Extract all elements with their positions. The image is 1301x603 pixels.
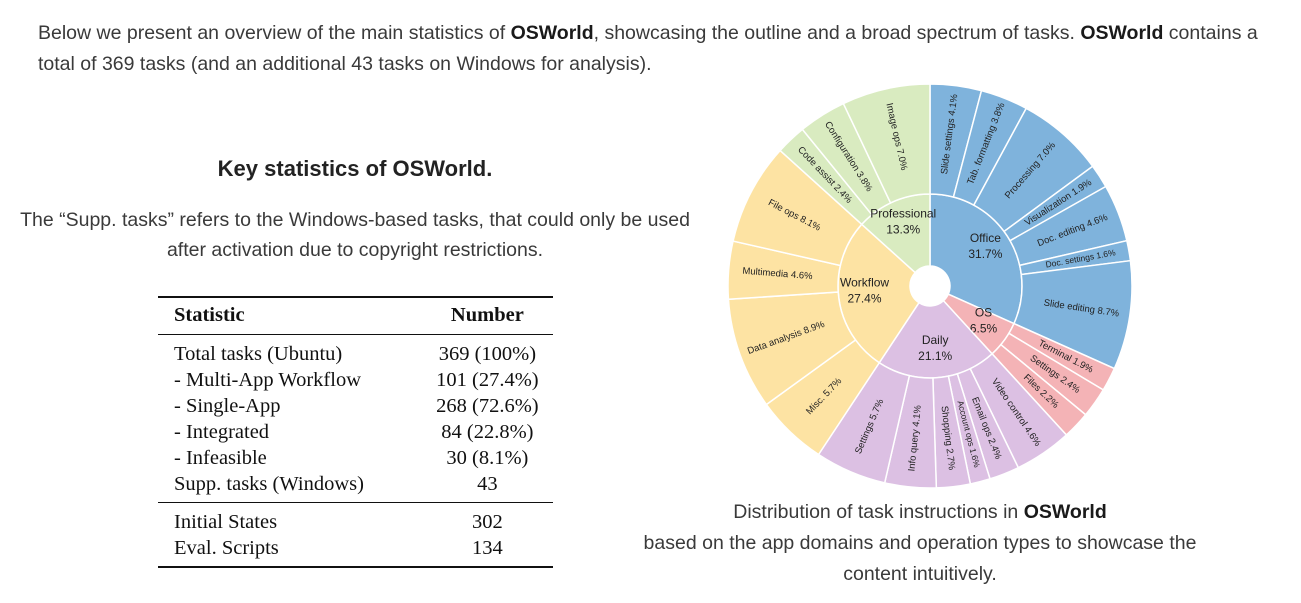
sunburst-group-name: Workflow (840, 275, 889, 289)
table-row: - Single-App 268 (72.6%) (158, 393, 553, 419)
stat-label: Supp. tasks (Windows) (174, 473, 364, 495)
sunburst-group-percent: 21.1% (918, 349, 952, 363)
stat-label: - Integrated (174, 421, 270, 443)
sunburst-group-percent: 27.4% (848, 291, 882, 305)
intro-text: , showcasing the outline and a broad spe… (593, 22, 1081, 44)
table-row: Initial States 302 (158, 503, 553, 536)
chart-caption-brand: OSWorld (1023, 501, 1107, 523)
stat-value: 84 (22.8%) (441, 421, 534, 443)
stat-value: 43 (477, 473, 498, 495)
sunburst-group-percent: 6.5% (970, 322, 998, 336)
stats-title: Key statistics of OSWorld. (217, 156, 493, 181)
stat-value: 369 (100%) (438, 343, 537, 365)
stats-caption: The “Supp. tasks” refers to the Windows-… (20, 209, 690, 261)
stat-value: 101 (27.4%) (436, 369, 539, 391)
sunburst-chart: Slide settings 4.1% Tab. formatting 3.8%P… (727, 83, 1133, 489)
table-row: - Infeasible 30 (8.1%) (158, 445, 553, 471)
table-row: - Integrated 84 (22.8%) (158, 419, 553, 445)
intro-text: Below we present an overview of the main… (38, 22, 511, 44)
table-header-row: Statistic Number (158, 297, 553, 335)
stats-table: Statistic Number Total tasks (Ubuntu) 369… (158, 296, 553, 568)
table-row: Total tasks (Ubuntu) 369 (100%) (158, 335, 553, 368)
chart-caption-text: based on the app domains and operation t… (643, 532, 1197, 585)
column-header-number: Number (450, 304, 524, 326)
intro-brand: OSWorld (1080, 22, 1164, 44)
chart-caption-text: Distribution of task instructions in (733, 501, 1024, 523)
sunburst-group-percent: 13.3% (886, 223, 920, 237)
intro-paragraph: Below we present an overview of the main… (38, 18, 1268, 80)
stat-label: Eval. Scripts (174, 537, 279, 559)
stat-label: Total tasks (Ubuntu) (174, 343, 343, 365)
table-row: Supp. tasks (Windows) 43 (158, 471, 553, 503)
chart-caption: Distribution of task instructions in OSW… (620, 497, 1220, 590)
stat-value: 268 (72.6%) (436, 395, 539, 417)
intro-text: contains a total of 369 tasks (and an ad… (38, 22, 1258, 75)
sunburst-outer-slice-professional-2 (842, 83, 931, 204)
stat-label: Initial States (174, 511, 278, 533)
stat-label: - Single-App (174, 395, 281, 417)
sunburst-center-hole (911, 267, 949, 305)
table-row: - Multi-App Workflow 101 (27.4%) (158, 367, 553, 393)
sunburst-group-name: Professional (870, 207, 936, 221)
stat-label: - Multi-App Workflow (174, 369, 362, 391)
sunburst-group-name: OS (975, 306, 992, 320)
column-header-statistic: Statistic (174, 304, 245, 326)
intro-brand: OSWorld (510, 22, 594, 44)
sunburst-group-percent: 31.7% (968, 247, 1002, 261)
stat-value: 302 (471, 511, 503, 533)
sunburst-group-name: Office (970, 231, 1001, 245)
stat-value: 30 (8.1%) (446, 447, 529, 469)
table-row: Eval. Scripts 134 (158, 535, 553, 567)
sunburst-group-name: Daily (922, 333, 949, 347)
stat-value: 134 (471, 537, 503, 559)
stat-label: - Infeasible (174, 447, 267, 469)
